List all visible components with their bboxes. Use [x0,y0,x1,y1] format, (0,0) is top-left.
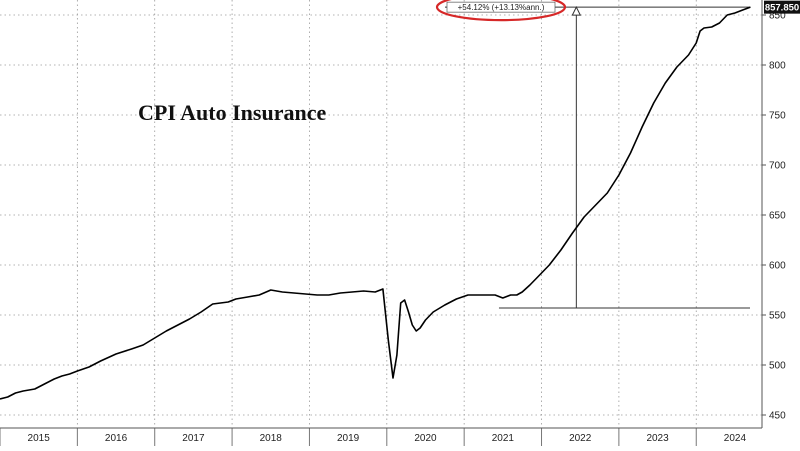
annotation-highlight-ellipse [435,0,567,22]
annotation-layer: +54.12% (+13.13%ann.) [435,0,751,309]
x-tick-label: 2015 [28,433,51,444]
gridlines [0,0,762,428]
series-layer [0,6,751,400]
y-tick-label: 850 [769,11,786,22]
x-tick-label: 2018 [260,433,283,444]
annotation-arrowhead [571,6,582,16]
x-tick-label: 2020 [414,433,437,444]
last-value-label: 857.850 [765,3,799,14]
chart-title: CPI Auto Insurance [138,100,326,125]
series-line [0,6,751,400]
x-tick-label: 2023 [646,433,669,444]
y-tick-label: 650 [769,211,786,222]
y-tick-label: 600 [769,261,786,272]
annotation-label: +54.12% (+13.13%ann.) [458,3,545,12]
x-tick-label: 2017 [182,433,205,444]
x-tick-label: 2019 [337,433,360,444]
x-tick-label: 2024 [724,433,747,444]
y-tick-label: 550 [769,311,786,322]
y-tick-label: 700 [769,161,786,172]
y-tick-label: 450 [769,411,786,422]
x-tick-label: 2022 [569,433,592,444]
last-value-box [764,0,800,14]
y-tick-label: 500 [769,361,786,372]
x-tick-label: 2021 [492,433,515,444]
y-tick-label: 800 [769,61,786,72]
y-tick-label: 750 [769,111,786,122]
x-tick-label: 2016 [105,433,128,444]
annotation-label-box [446,1,556,13]
